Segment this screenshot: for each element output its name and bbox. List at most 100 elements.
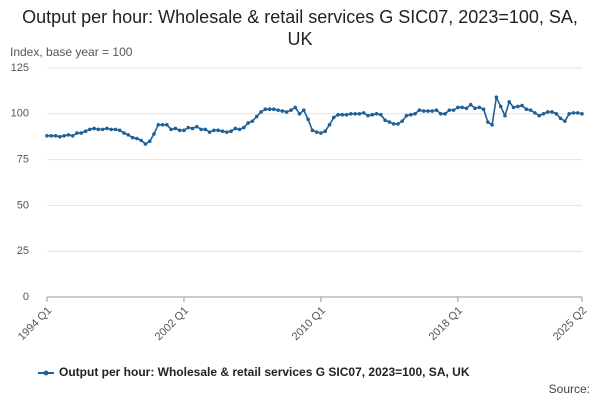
point xyxy=(297,112,302,116)
point xyxy=(310,128,315,133)
point xyxy=(374,112,379,116)
point xyxy=(331,115,336,120)
chart-title: Output per hour: Wholesale & retail serv… xyxy=(22,7,578,49)
point xyxy=(447,108,452,112)
point xyxy=(319,131,323,135)
point xyxy=(537,113,541,118)
source: Source: xyxy=(549,382,590,396)
point xyxy=(370,112,375,117)
point xyxy=(259,110,263,114)
point xyxy=(477,105,482,110)
point xyxy=(349,112,353,116)
point xyxy=(276,108,280,112)
point xyxy=(242,125,246,130)
point xyxy=(267,107,272,112)
point xyxy=(130,135,135,140)
point xyxy=(250,119,255,123)
x-tick-label: 2018 Q1 xyxy=(427,305,465,343)
point xyxy=(503,113,507,118)
legend-label: Output per hour: Wholesale & retail serv… xyxy=(59,365,470,379)
point xyxy=(237,127,242,132)
point xyxy=(88,127,92,132)
point xyxy=(524,107,529,112)
point xyxy=(100,127,105,132)
x-tick-label: 2010 Q1 xyxy=(290,305,328,343)
point xyxy=(498,104,503,109)
point xyxy=(340,112,345,117)
point xyxy=(409,112,413,117)
point xyxy=(70,133,75,138)
point xyxy=(190,126,195,131)
point xyxy=(263,107,268,112)
y-tick-label: 75 xyxy=(17,154,29,166)
point xyxy=(344,112,349,117)
y-tick-label: 100 xyxy=(11,108,29,120)
point xyxy=(165,122,169,127)
point xyxy=(199,127,203,132)
point xyxy=(554,112,559,116)
point xyxy=(323,129,328,134)
point xyxy=(186,125,191,130)
point xyxy=(421,109,426,113)
point xyxy=(182,128,186,133)
point xyxy=(302,108,306,112)
point xyxy=(152,132,156,136)
point xyxy=(438,112,443,116)
point xyxy=(357,112,362,116)
point xyxy=(105,126,109,131)
point xyxy=(353,112,357,116)
point xyxy=(507,100,512,104)
point xyxy=(160,122,165,127)
point xyxy=(289,108,293,112)
point xyxy=(220,129,225,134)
point xyxy=(550,110,554,114)
point xyxy=(195,124,199,129)
point xyxy=(122,131,126,135)
point xyxy=(473,106,477,111)
point xyxy=(563,119,567,123)
point xyxy=(293,105,298,110)
point xyxy=(96,127,101,132)
point xyxy=(460,105,464,110)
point xyxy=(177,128,182,133)
series-line xyxy=(47,94,583,146)
point xyxy=(541,112,546,116)
point xyxy=(284,110,289,114)
point xyxy=(361,111,366,115)
point xyxy=(336,112,340,117)
point xyxy=(464,106,469,111)
point xyxy=(117,128,122,133)
point xyxy=(545,110,550,114)
y-axis-label: Index, base year = 100 xyxy=(10,45,133,59)
point xyxy=(216,128,220,133)
point xyxy=(400,119,405,123)
point xyxy=(207,130,212,134)
point xyxy=(396,122,400,126)
point xyxy=(528,108,533,112)
point xyxy=(413,112,417,116)
point xyxy=(58,134,62,139)
point xyxy=(533,111,537,115)
point xyxy=(233,126,238,131)
point xyxy=(229,129,233,134)
point xyxy=(426,109,430,113)
point xyxy=(580,112,584,116)
point xyxy=(139,138,143,143)
point xyxy=(173,126,178,131)
point xyxy=(520,103,524,108)
point xyxy=(62,133,66,138)
y-tick-label: 125 xyxy=(11,62,29,74)
point xyxy=(272,107,276,112)
point xyxy=(212,128,216,133)
point xyxy=(456,105,460,110)
x-tick-label: 2025 Q2 xyxy=(551,305,589,343)
point xyxy=(391,122,396,126)
point xyxy=(490,122,494,127)
point xyxy=(109,127,113,132)
point xyxy=(79,131,84,135)
point xyxy=(92,126,96,131)
point xyxy=(383,118,387,123)
point xyxy=(558,116,563,121)
point xyxy=(451,108,456,112)
